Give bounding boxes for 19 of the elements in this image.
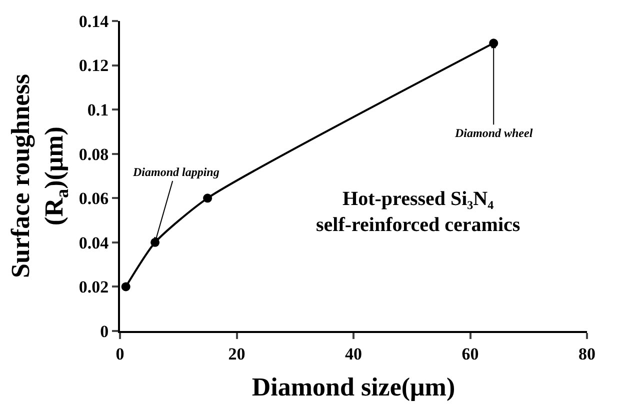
y-tick-label: 0.12	[78, 56, 109, 76]
x-tick-label: 20	[228, 344, 246, 364]
y-tick-label: 0	[100, 322, 109, 341]
point	[121, 282, 130, 292]
y-tick-label: 0.1	[87, 100, 109, 120]
annotation: Diamond lapping	[132, 165, 220, 179]
y-tick-label: 0.04	[78, 233, 110, 252]
x-tick-label: 0	[116, 344, 124, 364]
annotation: Hot-pressed Si₃N₄ self-reinforced ceramics	[316, 188, 520, 236]
x-tick-label: 60	[462, 344, 479, 364]
x-tick-label: 40	[345, 344, 362, 364]
y-tick-label: 0.14	[78, 12, 110, 31]
point	[203, 194, 212, 203]
y-tick-label: 0.02	[78, 278, 109, 297]
x-tick-label: 80	[578, 344, 596, 364]
y-tick-label: 0.08	[78, 144, 109, 164]
annotation: Diamond wheel	[454, 126, 534, 140]
x-axis-title: Diamond size(μm)	[252, 372, 456, 402]
y-tick-label: 0.06	[78, 189, 109, 208]
